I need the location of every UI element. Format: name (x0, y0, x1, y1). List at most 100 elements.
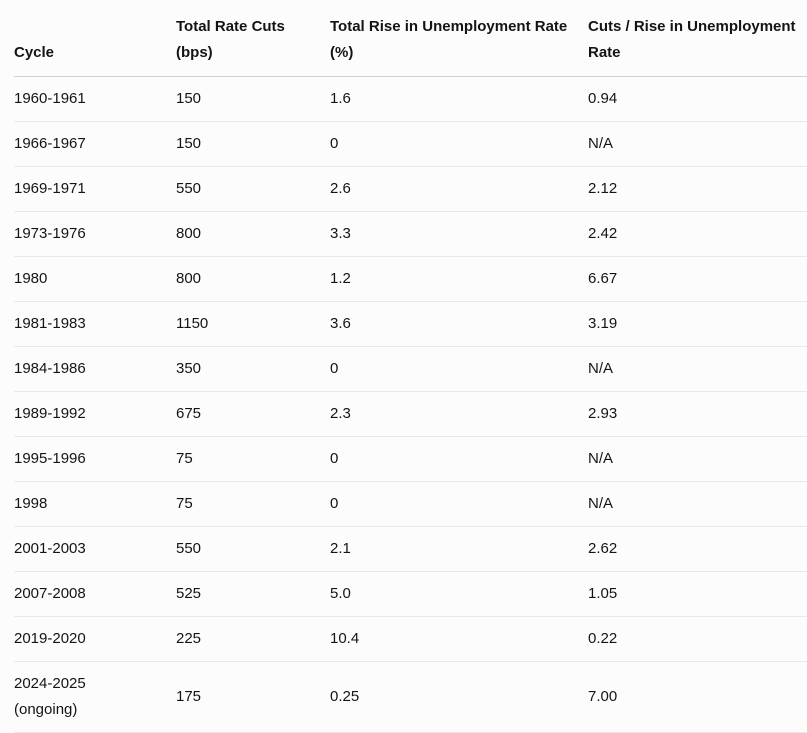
table-row: 1998 75 0 N/A (14, 481, 807, 527)
column-header-total-rise-unemployment-pct: Total Rise in Unemployment Rate (%) (330, 0, 588, 77)
cell-total-rise-unemployment-pct: 0 (330, 346, 588, 392)
cell-line: 0.94 (588, 90, 618, 107)
cell-line: 75 (176, 450, 193, 467)
cell-cuts-per-rise: 2.12 (588, 166, 807, 212)
cell-line: 5.0 (330, 585, 351, 602)
column-header-line: Cuts / Rise in Unemployment (588, 18, 796, 35)
cell-total-rate-cuts-bps: 225 (176, 616, 330, 662)
cell-line: 2001-2003 (14, 540, 86, 557)
cell-total-rise-unemployment-pct: 10.4 (330, 616, 588, 662)
cell-cycle: 1966-1967 (14, 121, 176, 167)
cell-cycle: 2019-2020 (14, 616, 176, 662)
cell-total-rise-unemployment-pct: 0 (330, 436, 588, 482)
cell-cuts-per-rise: 7.00 (588, 661, 807, 733)
table-row: 1960-1961 150 1.6 0.94 (14, 76, 807, 122)
cell-total-rate-cuts-bps: 525 (176, 571, 330, 617)
table-row: 2001-2003 550 2.1 2.62 (14, 526, 807, 572)
cell-cuts-per-rise: 2.62 (588, 526, 807, 572)
cell-cuts-per-rise: N/A (588, 481, 807, 527)
cell-cycle: 1989-1992 (14, 391, 176, 437)
table-row: 1980 800 1.2 6.67 (14, 256, 807, 302)
cell-line: 3.6 (330, 315, 351, 332)
cell-total-rate-cuts-bps: 150 (176, 76, 330, 122)
cell-line: 1966-1967 (14, 135, 86, 152)
cell-line: 3.19 (588, 315, 618, 332)
cell-line: 75 (176, 495, 193, 512)
cell-total-rate-cuts-bps: 800 (176, 211, 330, 257)
table-row: 1984-1986 350 0 N/A (14, 346, 807, 392)
cell-line: 0.25 (330, 688, 360, 705)
cell-line: 150 (176, 90, 202, 107)
cell-line: 7.00 (588, 688, 618, 705)
cell-line: 1980 (14, 270, 48, 287)
cell-line: 550 (176, 180, 202, 197)
cell-line: 6.67 (588, 270, 618, 287)
cell-total-rate-cuts-bps: 350 (176, 346, 330, 392)
cell-cycle: 1980 (14, 256, 176, 302)
cell-total-rate-cuts-bps: 75 (176, 481, 330, 527)
cell-total-rise-unemployment-pct: 1.2 (330, 256, 588, 302)
cell-line: 1995-1996 (14, 450, 86, 467)
cell-cuts-per-rise: N/A (588, 121, 807, 167)
cell-cycle: 1981-1983 (14, 301, 176, 347)
cell-total-rise-unemployment-pct: 5.0 (330, 571, 588, 617)
cell-total-rise-unemployment-pct: 0 (330, 481, 588, 527)
column-header-line: Total Rate Cuts (176, 18, 285, 35)
cell-cycle: 1960-1961 (14, 76, 176, 122)
column-header-cuts-per-rise: Cuts / Rise in Unemployment Rate (588, 0, 807, 77)
table-row: 1981-1983 1150 3.6 3.19 (14, 301, 807, 347)
cell-total-rise-unemployment-pct: 2.6 (330, 166, 588, 212)
cell-total-rate-cuts-bps: 800 (176, 256, 330, 302)
cell-total-rise-unemployment-pct: 1.6 (330, 76, 588, 122)
cell-total-rate-cuts-bps: 175 (176, 661, 330, 733)
cell-line: 2.6 (330, 180, 351, 197)
cell-total-rate-cuts-bps: 150 (176, 121, 330, 167)
cell-cuts-per-rise: 3.19 (588, 301, 807, 347)
cell-cycle: 1969-1971 (14, 166, 176, 212)
column-header-cycle: Cycle (14, 0, 176, 77)
table-row: 2019-2020 225 10.4 0.22 (14, 616, 807, 662)
table-body: 1960-1961 150 1.6 0.94 1966-1967 150 0 N/A 1969-… (14, 76, 807, 733)
table-row: 2024-2025 (ongoing) 175 0.25 7.00 (14, 661, 807, 733)
cell-total-rise-unemployment-pct: 3.3 (330, 211, 588, 257)
cell-cycle: 1998 (14, 481, 176, 527)
column-header-line: Cycle (14, 44, 55, 61)
cell-line: 10.4 (330, 630, 360, 647)
cell-cycle: 2001-2003 (14, 526, 176, 572)
table-row: 1973-1976 800 3.3 2.42 (14, 211, 807, 257)
cell-line: 525 (176, 585, 202, 602)
cell-line: 1.6 (330, 90, 351, 107)
cell-line: 350 (176, 360, 202, 377)
cell-line: 1.2 (330, 270, 351, 287)
cell-line: 1.05 (588, 585, 618, 602)
cell-cuts-per-rise: 2.42 (588, 211, 807, 257)
cell-line: 1960-1961 (14, 90, 86, 107)
cell-line: 1998 (14, 495, 48, 512)
cell-cuts-per-rise: N/A (588, 436, 807, 482)
cell-line: 800 (176, 270, 202, 287)
cell-total-rate-cuts-bps: 550 (176, 166, 330, 212)
cell-total-rise-unemployment-pct: 2.3 (330, 391, 588, 437)
cell-total-rate-cuts-bps: 550 (176, 526, 330, 572)
cell-line: 1984-1986 (14, 360, 86, 377)
cell-line: 1989-1992 (14, 405, 86, 422)
cell-total-rate-cuts-bps: 75 (176, 436, 330, 482)
cell-line: N/A (588, 450, 614, 467)
cell-cycle: 1984-1986 (14, 346, 176, 392)
table-row: 2007-2008 525 5.0 1.05 (14, 571, 807, 617)
cell-line: 550 (176, 540, 202, 557)
column-header-line: Total Rise in Unemployment Rate (330, 18, 568, 35)
cell-line: 1981-1983 (14, 315, 86, 332)
cell-line: 1150 (176, 315, 209, 332)
cell-total-rise-unemployment-pct: 2.1 (330, 526, 588, 572)
cell-line: 2.42 (588, 225, 618, 242)
cell-line: 2019-2020 (14, 630, 86, 647)
cell-line: 0 (330, 450, 339, 467)
cell-line: 0 (330, 495, 339, 512)
cell-line: 2024-2025 (14, 675, 86, 692)
cell-line: 175 (176, 688, 202, 705)
cell-line: 0 (330, 360, 339, 377)
cell-total-rate-cuts-bps: 1150 (176, 301, 330, 347)
cell-line: 1969-1971 (14, 180, 86, 197)
